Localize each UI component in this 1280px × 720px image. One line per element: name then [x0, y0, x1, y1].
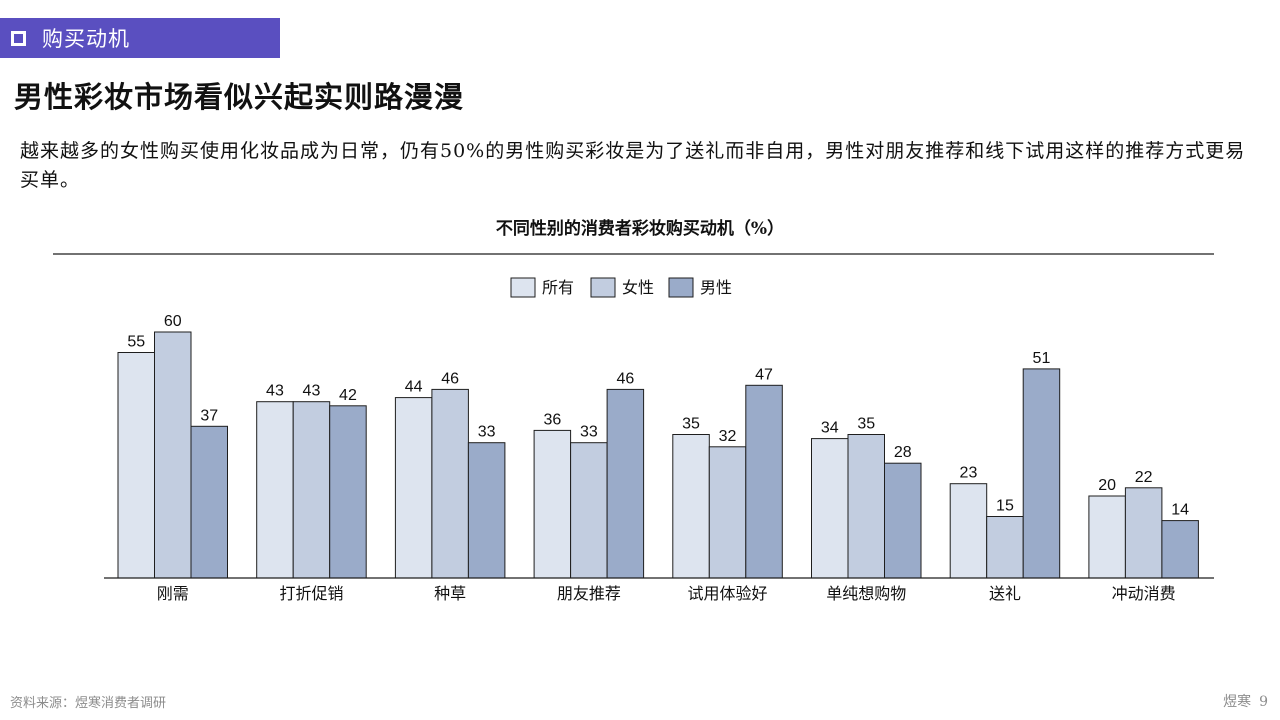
bar-3-3: [467, 442, 506, 579]
bar-2-3: [329, 405, 367, 579]
bar-2-1: [256, 401, 294, 579]
data-label-8-1: 20: [1098, 477, 1116, 494]
section-tag: 购买动机: [0, 18, 280, 58]
data-label-4-1: 36: [543, 411, 561, 428]
bar-2-2: [292, 401, 331, 579]
data-label-2-3: 42: [339, 387, 357, 404]
data-label-1-1: 55: [127, 334, 145, 351]
bar-6-3: [884, 462, 922, 579]
data-label-2-2: 43: [303, 383, 321, 400]
data-label-7-1: 23: [960, 465, 978, 482]
brand-name: 煜寒: [1223, 694, 1252, 710]
bar-4-1: [533, 429, 572, 579]
bar-5-2: [708, 446, 747, 579]
data-label-6-1: 34: [821, 420, 839, 437]
legend-swatch-1: [510, 277, 536, 298]
category-label-5: 试用体验好: [688, 584, 768, 603]
bar-8-3: [1161, 520, 1199, 579]
summary-text: 越来越多的女性购买使用化妆品成为日常，仍有50%的男性购买彩妆是为了送礼而非自用…: [20, 140, 1246, 191]
bar-3-2: [431, 388, 469, 579]
category-label-4: 朋友推荐: [557, 584, 621, 603]
data-label-1-3: 37: [200, 407, 218, 424]
data-label-3-3: 33: [478, 424, 496, 441]
data-label-7-2: 15: [996, 498, 1014, 515]
legend-label-3: 男性: [700, 278, 732, 297]
legend-swatch-3: [668, 277, 694, 298]
page-number: 9: [1259, 694, 1268, 710]
page-title: 男性彩妆市场看似兴起实则路漫漫: [14, 80, 465, 114]
bar-1-1: [117, 352, 155, 579]
bar-4-2: [570, 442, 608, 579]
square-icon: [11, 30, 26, 46]
data-label-3-2: 46: [441, 370, 459, 387]
data-label-4-2: 33: [580, 424, 598, 441]
bar-8-1: [1088, 495, 1126, 579]
legend-label-2: 女性: [622, 278, 654, 297]
bar-6-2: [847, 434, 885, 579]
bar-1-2: [154, 331, 192, 579]
bar-3-1: [394, 397, 433, 579]
bar-8-2: [1124, 487, 1163, 579]
bar-6-1: [811, 438, 849, 579]
data-label-1-2: 60: [164, 313, 182, 330]
data-label-5-3: 47: [755, 366, 773, 383]
footer-source: 资料来源：煜寒消费者调研: [10, 696, 167, 711]
data-label-6-2: 35: [857, 416, 875, 433]
data-label-8-2: 22: [1135, 469, 1153, 486]
legend-swatch-2: [590, 277, 616, 298]
data-label-3-1: 44: [405, 379, 423, 396]
bar-1-3: [190, 425, 228, 579]
bar-7-2: [986, 516, 1024, 579]
data-label-4-3: 46: [616, 370, 634, 387]
data-label-7-3: 51: [1033, 350, 1051, 367]
chart-title: 不同性别的消费者彩妆购买动机（%）: [495, 219, 785, 239]
bar-5-1: [672, 434, 710, 579]
legend-label-1: 所有: [542, 278, 574, 297]
bar-7-1: [949, 483, 988, 579]
bar-7-3: [1022, 368, 1061, 579]
bar-4-3: [606, 388, 645, 579]
footer-brand: 煜寒 9: [1215, 691, 1268, 711]
category-label-3: 种草: [434, 584, 466, 603]
category-label-8: 冲动消费: [1112, 584, 1176, 603]
category-label-1: 刚需: [157, 584, 189, 603]
category-label-7: 送礼: [989, 584, 1021, 603]
data-label-8-3: 14: [1171, 502, 1189, 519]
data-label-5-2: 32: [719, 428, 737, 445]
data-label-6-3: 28: [894, 444, 912, 461]
category-label-6: 单纯想购物: [826, 584, 906, 603]
bar-5-3: [745, 384, 783, 579]
data-label-2-1: 43: [266, 383, 284, 400]
section-label: 购买动机: [42, 27, 130, 51]
data-label-5-1: 35: [682, 416, 700, 433]
category-label-2: 打折促销: [279, 584, 343, 603]
